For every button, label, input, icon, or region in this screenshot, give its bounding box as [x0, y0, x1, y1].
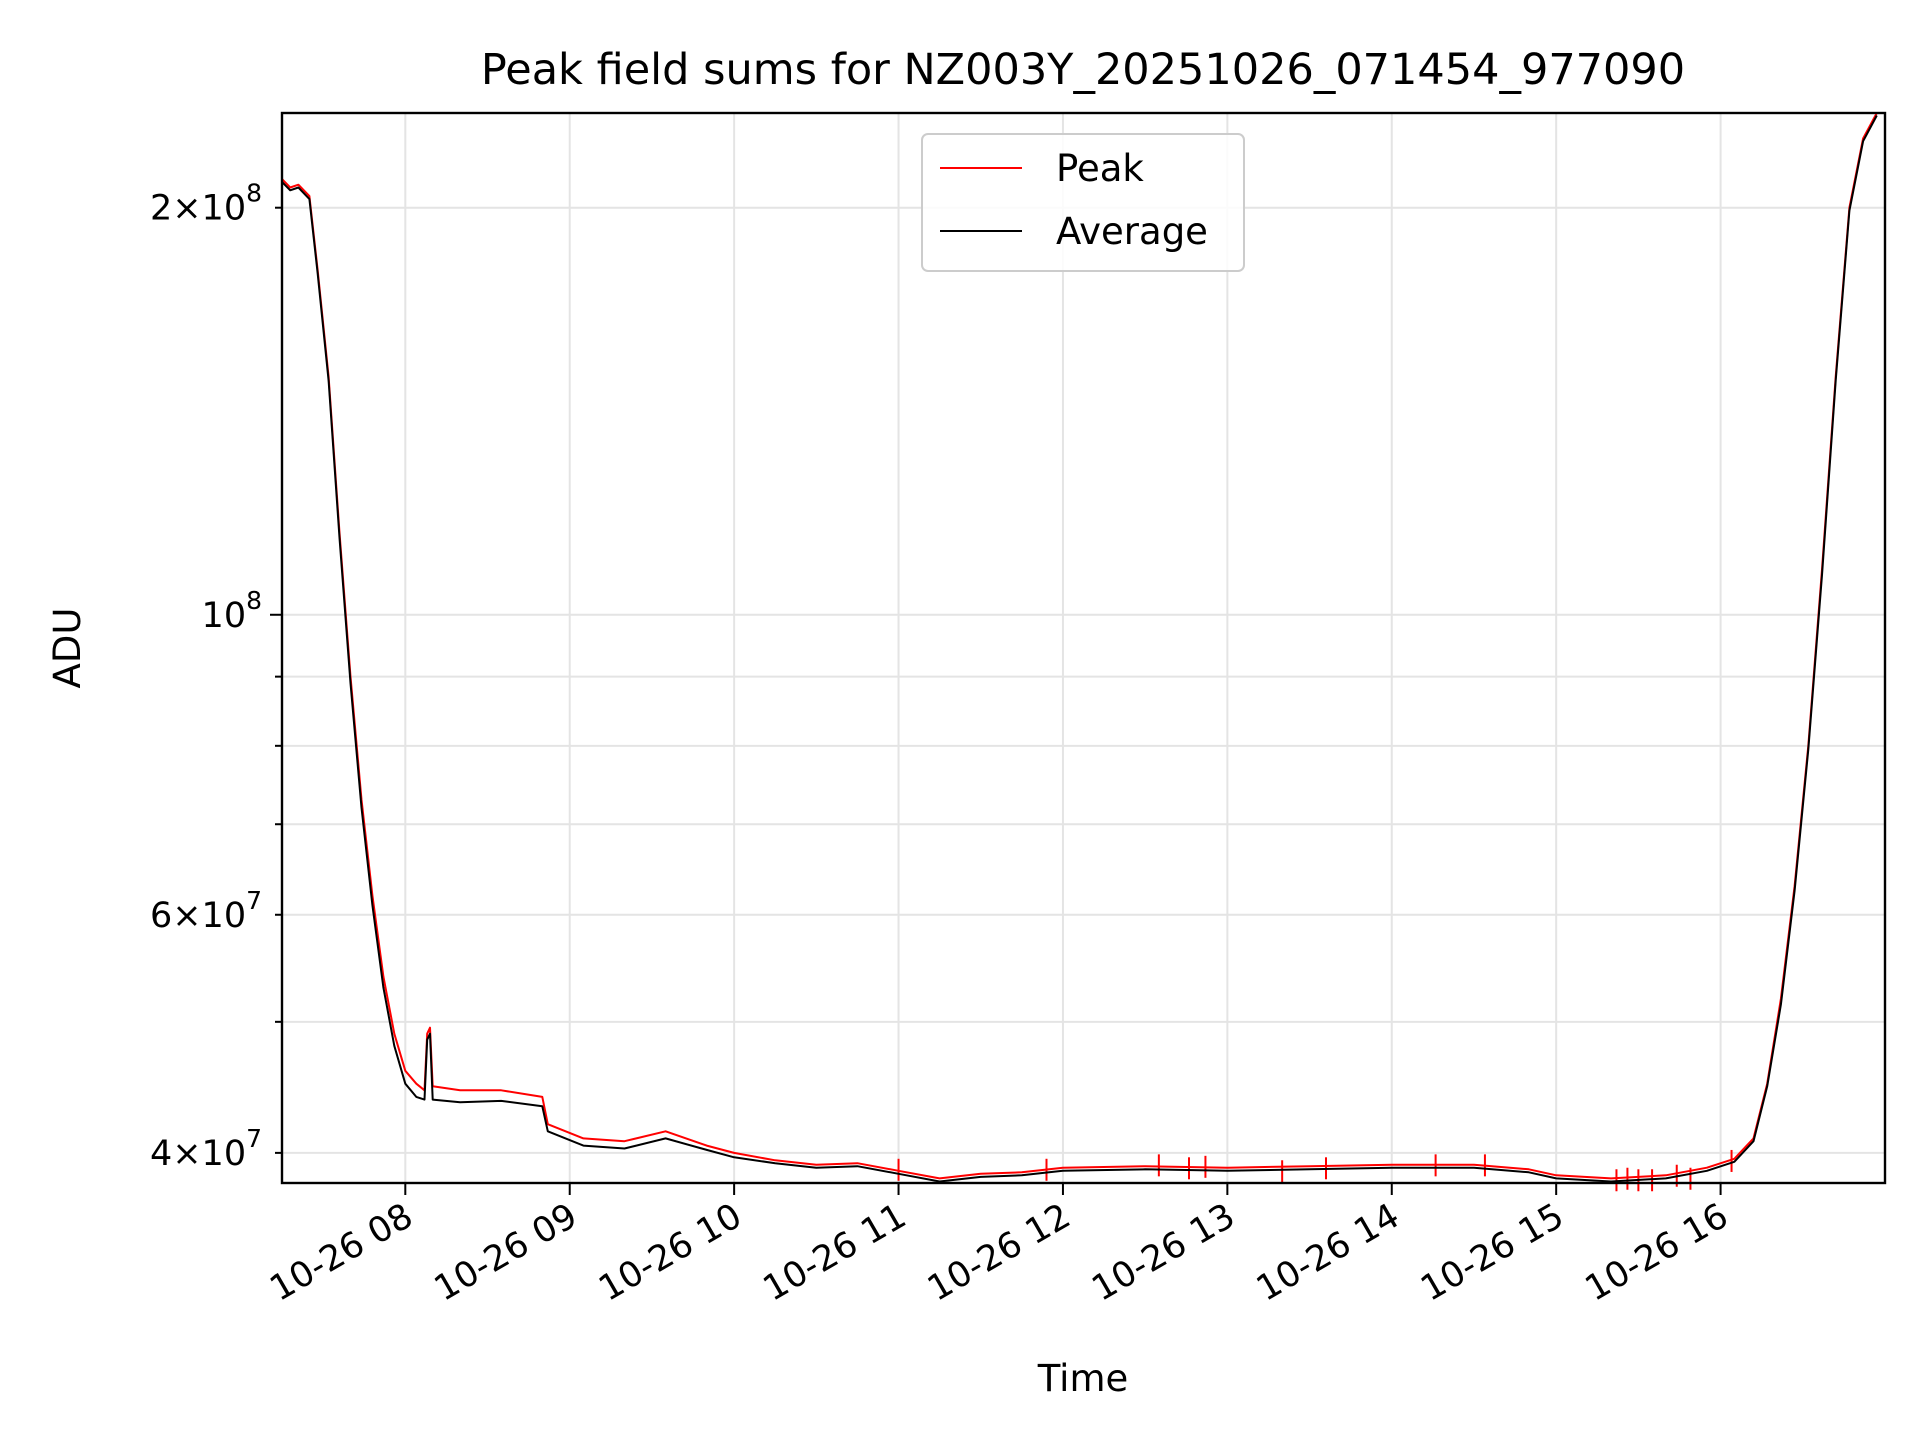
series-average	[281, 115, 1878, 1183]
plot-frame	[280, 111, 1887, 1185]
x-tick-label: 10-26 16	[1579, 1196, 1735, 1309]
y-tick-label: 6×107	[150, 886, 262, 936]
y-tick-label: 2×108	[150, 179, 262, 229]
y-tick-label-base: 6×10	[150, 896, 246, 936]
x-tick-label: 10-26 10	[592, 1196, 748, 1309]
y-tick-label: 108	[202, 586, 262, 636]
y-tick-label: 4×107	[150, 1124, 262, 1174]
y-tick-label-base: 2×10	[150, 189, 246, 229]
x-axis: 10-26 08 10-26 09 10-26 10 10-26 11 10-26 12…	[264, 1183, 1735, 1309]
x-tick-label: 10-26 12	[921, 1196, 1077, 1309]
y-axis-label: ADU	[46, 608, 89, 689]
y-tick-label-base: 4×10	[150, 1134, 246, 1174]
y-tick-label-base: 10	[202, 596, 247, 636]
legend-peak-label: Peak	[1056, 147, 1144, 190]
legend: Peak Average	[921, 133, 1245, 272]
y-tick-label-exponent: 7	[246, 886, 262, 915]
legend-average-label: Average	[1056, 210, 1208, 253]
x-tick-label: 10-26 11	[757, 1196, 913, 1309]
y-tick-label-exponent: 7	[246, 1124, 262, 1153]
series-line-peak	[281, 112, 1878, 1180]
x-tick-label: 10-26 13	[1086, 1196, 1242, 1309]
x-tick-label: 10-26 09	[428, 1196, 584, 1309]
chart-title: Peak field sums for NZ003Y_20251026_0714…	[481, 45, 1685, 95]
series-line-average	[281, 115, 1878, 1183]
y-tick-label-exponent: 8	[246, 179, 262, 208]
x-tick-label: 10-26 14	[1250, 1196, 1406, 1309]
grid	[282, 113, 1885, 1183]
series-layer	[281, 112, 1878, 1192]
x-tick-label: 10-26 08	[264, 1196, 420, 1309]
x-tick-label: 10-26 15	[1414, 1196, 1570, 1309]
y-tick-label-exponent: 8	[246, 586, 262, 615]
series-peak	[281, 112, 1878, 1192]
x-axis-label: Time	[1037, 1357, 1129, 1400]
